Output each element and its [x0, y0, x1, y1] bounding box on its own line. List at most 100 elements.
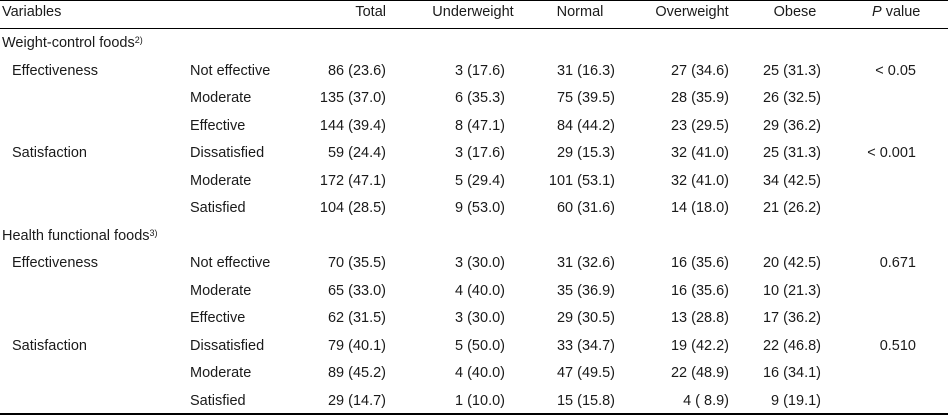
normal-cell: 84 (44.2): [556, 117, 615, 134]
total-cell: 29 (14.7): [327, 392, 386, 409]
underweight-cell: 1 (10.0): [455, 392, 505, 409]
bottom-rule: [0, 413, 948, 415]
table-row: Satisfied 104 (28.5) 9 (53.0) 60 (31.6) 14 (…: [0, 195, 948, 223]
obese-cell: 29 (36.2): [762, 117, 821, 134]
overweight-cell: 16 (35.6): [670, 255, 729, 271]
underweight-cell: 9 (53.0): [455, 200, 505, 216]
level-cell: Not effective: [190, 255, 271, 271]
underweight-cell: 4 (40.0): [455, 365, 505, 381]
table-row: Effectiveness Not effective 86 (23.6) 3 (17…: [0, 58, 948, 86]
overweight-cell: 14 (18.0): [670, 200, 729, 216]
table-row: Satisfied 29 (14.7) 1 (10.0) 15 (15.8) 4 ( 8…: [0, 388, 948, 415]
total-cell: 70 (35.5): [327, 255, 386, 271]
section-title-text: Weight-control foods: [2, 35, 135, 51]
table-row: Effectiveness Not effective 70 (35.5) 3 (30…: [0, 250, 948, 278]
underweight-cell: 3 (17.6): [455, 145, 505, 161]
total-cell: 172 (47.1): [319, 172, 386, 189]
section-title-row: Weight-control foods2): [0, 30, 948, 58]
overweight-cell: 28 (35.9): [670, 90, 729, 106]
obese-cell: 20 (42.5): [762, 255, 821, 271]
obese-cell: 10 (21.3): [762, 282, 821, 299]
overweight-cell: 16 (35.6): [670, 282, 729, 299]
normal-cell: 75 (39.5): [556, 90, 615, 106]
table-row: Moderate 65 (33.0) 4 (40.0) 35 (36.9) 16 (35…: [0, 278, 948, 306]
level-cell: Moderate: [190, 282, 252, 299]
total-cell: 144 (39.4): [319, 117, 386, 134]
normal-cell: 31 (32.6): [556, 255, 615, 271]
section-title-text: Health functional foods: [2, 227, 150, 244]
overweight-cell: 19 (42.2): [670, 337, 729, 354]
total-cell: 135 (37.0): [319, 90, 386, 106]
normal-cell: 15 (15.8): [556, 392, 615, 409]
level-cell: Not effective: [190, 62, 271, 79]
obese-cell: 25 (31.3): [762, 145, 821, 161]
level-cell: Effective: [190, 310, 246, 326]
group-cell: Effectiveness: [12, 255, 98, 271]
overweight-cell: 13 (28.8): [670, 310, 729, 326]
table-row: Moderate 172 (47.1) 5 (29.4) 101 (53.1) 32 (…: [0, 168, 948, 196]
total-cell: 79 (40.1): [327, 337, 386, 354]
overweight-cell: 22 (48.9): [670, 365, 729, 381]
total-cell: 89 (45.2): [327, 365, 386, 381]
overweight-cell: 32 (41.0): [670, 172, 729, 189]
table-row: Satisfaction Dissatisfied 59 (24.4) 3 (17.6…: [0, 140, 948, 168]
obese-cell: 9 (19.1): [771, 392, 821, 409]
overweight-cell: 4 ( 8.9): [683, 392, 729, 409]
table-row: Moderate 89 (45.2) 4 (40.0) 47 (49.5) 22 (48…: [0, 360, 948, 388]
header-underweight: Underweight: [432, 4, 514, 20]
overweight-cell: 32 (41.0): [670, 145, 729, 161]
underweight-cell: 4 (40.0): [455, 282, 505, 299]
level-cell: Effective: [190, 117, 246, 134]
obese-cell: 17 (36.2): [762, 310, 821, 326]
underweight-cell: 6 (35.3): [455, 90, 505, 106]
total-cell: 65 (33.0): [327, 282, 386, 299]
header-row: Variables Total Underweight Normal Overw…: [0, 0, 948, 28]
section-title: Health functional foods3): [2, 223, 158, 251]
header-rule: [0, 28, 948, 29]
p-value-text: value: [881, 4, 921, 20]
table-row: Effective 62 (31.5) 3 (30.0) 29 (30.5) 13 (2…: [0, 305, 948, 333]
level-cell: Satisfied: [190, 200, 246, 216]
obese-cell: 34 (42.5): [762, 172, 821, 189]
p-value-cell: 0.671: [879, 255, 916, 271]
level-cell: Moderate: [190, 172, 252, 189]
obese-cell: 16 (34.1): [762, 365, 821, 381]
underweight-cell: 8 (47.1): [455, 117, 505, 134]
level-cell: Moderate: [190, 365, 252, 381]
normal-cell: 29 (15.3): [556, 145, 615, 161]
total-cell: 104 (28.5): [319, 200, 386, 216]
total-cell: 86 (23.6): [327, 62, 386, 79]
group-cell: Satisfaction: [12, 337, 87, 354]
underweight-cell: 3 (30.0): [455, 255, 505, 271]
underweight-cell: 5 (29.4): [455, 172, 505, 189]
obese-cell: 22 (46.8): [762, 337, 821, 354]
underweight-cell: 3 (17.6): [455, 62, 505, 79]
section-footnote-marker: 3): [149, 227, 158, 238]
level-cell: Dissatisfied: [190, 145, 265, 161]
top-rule: [0, 0, 948, 1]
level-cell: Satisfied: [190, 392, 246, 409]
underweight-cell: 5 (50.0): [455, 337, 505, 354]
header-normal: Normal: [556, 4, 604, 20]
section-title-row: Health functional foods3): [0, 223, 948, 251]
normal-cell: 47 (49.5): [556, 365, 615, 381]
header-variables: Variables: [2, 4, 62, 20]
total-cell: 59 (24.4): [327, 145, 386, 161]
normal-cell: 101 (53.1): [548, 172, 615, 189]
normal-cell: 35 (36.9): [556, 282, 615, 299]
header-total: Total: [355, 4, 386, 20]
table-row: Effective 144 (39.4) 8 (47.1) 84 (44.2) 23 (…: [0, 113, 948, 141]
section-footnote-marker: 2): [134, 35, 143, 45]
obese-cell: 21 (26.2): [762, 200, 821, 216]
p-italic: P: [872, 4, 882, 20]
obese-cell: 25 (31.3): [762, 62, 821, 79]
section-title: Weight-control foods2): [2, 30, 143, 58]
normal-cell: 33 (34.7): [556, 337, 615, 354]
total-cell: 62 (31.5): [327, 310, 386, 326]
normal-cell: 29 (30.5): [556, 310, 615, 326]
p-value-cell: < 0.05: [875, 62, 916, 79]
header-overweight: Overweight: [655, 4, 729, 20]
table-row: Satisfaction Dissatisfied 79 (40.1) 5 (50.0…: [0, 333, 948, 361]
normal-cell: 31 (16.3): [556, 62, 615, 79]
